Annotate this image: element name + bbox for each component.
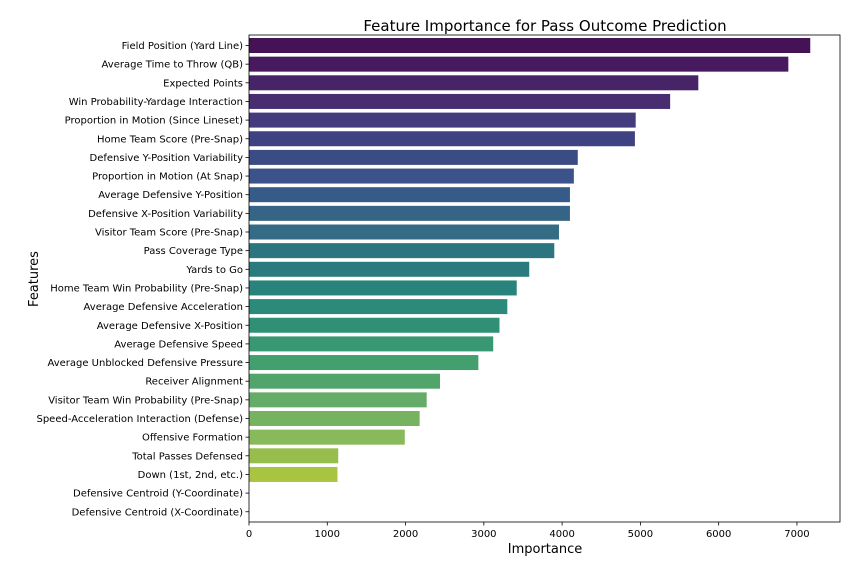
chart-title: Feature Importance for Pass Outcome Pred… xyxy=(363,17,726,35)
bar xyxy=(249,168,574,184)
y-tick-label: Proportion in Motion (Since Lineset) xyxy=(65,116,243,127)
y-tick-label: Proportion in Motion (At Snap) xyxy=(92,172,243,183)
bar xyxy=(249,336,494,352)
y-tick-label: Speed-Acceleration Interaction (Defense) xyxy=(36,414,243,425)
bar xyxy=(249,243,555,259)
y-tick-label: Total Passes Defensed xyxy=(131,451,243,462)
y-tick-label: Average Time to Throw (QB) xyxy=(102,60,244,71)
y-axis-title: Features xyxy=(27,251,42,307)
bar xyxy=(249,149,578,165)
bar xyxy=(249,392,427,408)
y-tick-label: Average Defensive Acceleration xyxy=(84,302,243,313)
y-tick-label: Field Position (Yard Line) xyxy=(122,41,243,52)
y-tick-label: Yards to Go xyxy=(185,265,243,276)
x-tick-label: 0 xyxy=(246,529,252,540)
y-tick-label: Visitor Team Win Probability (Pre-Snap) xyxy=(48,395,243,406)
x-axis-ticks: 0 1000 2000 3000 4000 5000 6000 7000 xyxy=(246,522,810,540)
bar xyxy=(249,448,339,464)
bar xyxy=(249,355,479,371)
y-tick-label: Average Defensive Speed xyxy=(114,339,243,350)
y-tick-label: Home Team Win Probability (Pre-Snap) xyxy=(50,283,243,294)
bar xyxy=(249,373,440,389)
y-tick-label: Average Unblocked Defensive Pressure xyxy=(47,358,243,369)
y-tick-label: Offensive Formation xyxy=(142,433,243,444)
bar xyxy=(249,56,789,72)
y-tick-label: Defensive Centroid (Y-Coordinate) xyxy=(73,489,243,500)
y-tick-label: Defensive Centroid (X-Coordinate) xyxy=(72,507,243,518)
y-tick-label: Down (1st, 2nd, etc.) xyxy=(138,470,243,481)
x-tick-label: 1000 xyxy=(315,529,340,540)
y-tick-label: Pass Coverage Type xyxy=(144,246,243,257)
bar xyxy=(249,299,508,315)
bar xyxy=(249,411,420,426)
bars-layer xyxy=(249,38,811,482)
bar xyxy=(249,187,570,203)
bar xyxy=(249,38,811,53)
x-tick-label: 4000 xyxy=(549,529,574,540)
bar xyxy=(249,112,636,128)
y-tick-label: Receiver Alignment xyxy=(145,377,243,388)
y-tick-label: Defensive Y-Position Variability xyxy=(90,153,244,164)
y-tick-label: Win Probability-Yardage Interaction xyxy=(69,97,243,108)
bar xyxy=(249,75,699,91)
x-tick-label: 6000 xyxy=(706,529,731,540)
bar xyxy=(249,131,635,147)
y-tick-label: Visitor Team Score (Pre-Snap) xyxy=(95,228,243,239)
y-tick-label: Average Defensive Y-Position xyxy=(98,190,243,201)
y-tick-label: Home Team Score (Pre-Snap) xyxy=(97,134,243,145)
bar xyxy=(249,280,517,296)
x-tick-label: 7000 xyxy=(784,529,809,540)
bar xyxy=(249,317,500,333)
x-axis-title: Importance xyxy=(508,542,583,557)
y-tick-label: Average Defensive X-Position xyxy=(97,321,243,332)
bar xyxy=(249,261,530,277)
y-tick-label: Defensive X-Position Variability xyxy=(88,209,243,220)
bar xyxy=(249,205,570,221)
bar xyxy=(249,466,338,482)
plot-frame xyxy=(248,34,841,523)
x-tick-label: 5000 xyxy=(628,529,653,540)
x-tick-label: 2000 xyxy=(393,529,418,540)
y-tick-labels: Field Position (Yard Line) Average Time t… xyxy=(36,41,249,518)
y-tick-label: Expected Points xyxy=(163,78,243,89)
bar xyxy=(249,93,671,109)
bar xyxy=(249,429,405,445)
bar xyxy=(249,224,559,240)
x-tick-label: 3000 xyxy=(471,529,496,540)
